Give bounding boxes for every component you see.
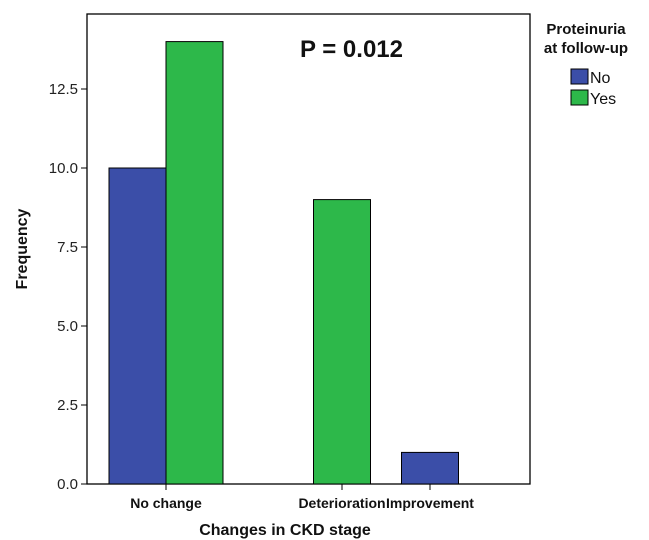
y-axis: 0.0 2.5 5.0 7.5 10.0 12.5	[49, 81, 87, 493]
x-tick-label: No change	[130, 495, 202, 511]
bar-no-change-yes	[165, 41, 224, 485]
y-axis-title: Frequency	[14, 208, 31, 289]
legend: Proteinuria at follow-up No Yes	[544, 21, 628, 108]
y-tick-label: 10.0	[49, 160, 78, 177]
bars-group	[108, 41, 459, 485]
x-tick-label: Improvement	[386, 495, 474, 511]
legend-title-line-1: Proteinuria	[546, 21, 626, 38]
x-tick-label: Deterioration	[298, 495, 385, 511]
y-tick-label: 5.0	[57, 318, 78, 335]
y-tick-label: 7.5	[57, 239, 78, 256]
bar-deterioration-yes	[313, 199, 371, 485]
p-value-annotation: P = 0.012	[300, 36, 403, 63]
x-axis: No change Deterioration Improvement	[130, 484, 474, 511]
bar-improvement-no	[401, 451, 459, 485]
y-tick-label: 2.5	[57, 397, 78, 414]
legend-label-no: No	[590, 70, 611, 87]
legend-swatch-yes	[570, 89, 589, 106]
legend-title-line-2: at follow-up	[544, 40, 628, 57]
x-axis-title: Changes in CKD stage	[199, 522, 371, 539]
bar-no-change-no	[108, 167, 167, 485]
legend-label-yes: Yes	[590, 91, 616, 108]
legend-swatch-no	[570, 68, 589, 85]
y-tick-label: 12.5	[49, 81, 78, 98]
y-tick-label: 0.0	[57, 476, 78, 493]
